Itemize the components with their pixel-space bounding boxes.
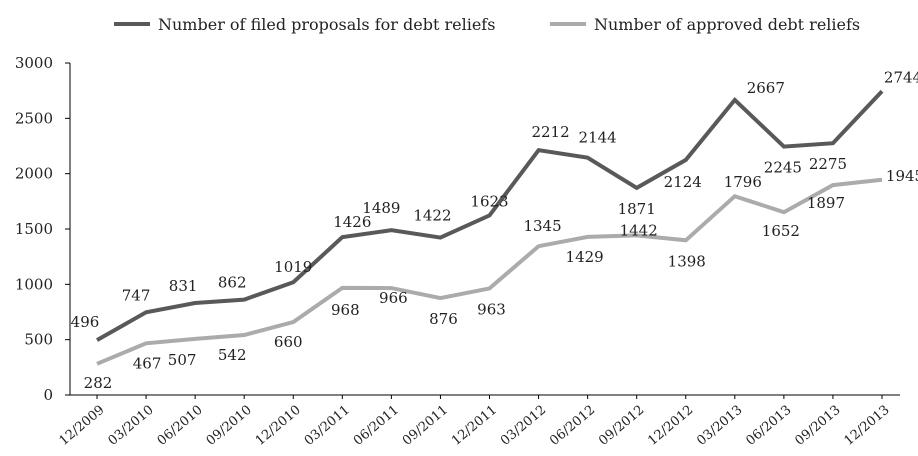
x-tick-label: 03/2010 [106, 403, 157, 449]
data-label-filed: 1623 [470, 192, 508, 210]
data-label-approved: 966 [379, 289, 408, 307]
x-tick-label: 06/2011 [351, 403, 402, 449]
data-label-filed: 496 [71, 313, 100, 331]
x-tick-label: 03/2011 [302, 403, 353, 449]
x-tick-label: 12/2013 [842, 403, 893, 449]
data-label-filed: 2275 [809, 155, 847, 173]
x-tick-label: 09/2012 [596, 403, 647, 449]
y-tick-label: 500 [24, 331, 53, 349]
data-label-approved: 660 [274, 333, 303, 351]
data-label-approved: 467 [133, 354, 162, 372]
data-label-approved: 542 [218, 346, 247, 364]
data-label-filed: 2744 [884, 68, 918, 86]
data-label-filed: 862 [218, 274, 247, 292]
data-label-approved: 1897 [807, 194, 845, 212]
y-tick-label: 1500 [15, 220, 53, 238]
y-tick-label: 1000 [15, 275, 53, 293]
data-label-approved: 1429 [566, 248, 604, 266]
data-label-filed: 2667 [747, 79, 785, 97]
data-label-approved: 1442 [620, 221, 658, 239]
y-tick-label: 2000 [15, 165, 53, 183]
x-tick-label: 12/2009 [57, 403, 108, 449]
data-label-filed: 831 [169, 277, 198, 295]
data-label-filed: 1019 [274, 258, 312, 276]
series-layer [96, 89, 884, 366]
data-label-filed: 1422 [413, 207, 451, 225]
x-tick-label: 12/2011 [449, 403, 500, 449]
data-label-approved: 282 [84, 374, 113, 392]
x-tick-label: 12/2012 [645, 403, 696, 449]
y-axis-ticks: 0 500 1000 1500 2000 2500 3000 [15, 54, 70, 404]
data-label-filed: 747 [122, 286, 151, 304]
y-tick-label: 0 [43, 386, 53, 404]
y-tick-label: 2500 [15, 109, 53, 127]
data-label-approved: 1398 [668, 252, 706, 270]
data-label-approved: 1945 [886, 167, 918, 185]
data-label-filed: 2212 [531, 123, 569, 141]
data-label-filed: 2124 [664, 173, 702, 191]
x-tick-label: 09/2010 [204, 403, 255, 449]
legend-label-filed: Number of filed proposals for debt relie… [158, 15, 495, 34]
y-tick-label: 3000 [15, 54, 53, 72]
x-tick-label: 06/2012 [547, 403, 598, 449]
x-tick-label: 09/2011 [400, 403, 451, 449]
data-label-filed: 1426 [333, 213, 371, 231]
data-label-filed: 2144 [579, 129, 617, 147]
data-label-filed: 2245 [764, 159, 802, 177]
x-tick-label: 09/2013 [792, 403, 843, 449]
data-label-approved: 1652 [762, 222, 800, 240]
data-label-approved: 876 [429, 310, 458, 328]
data-label-filed: 1489 [362, 199, 400, 217]
x-tick-label: 06/2010 [155, 403, 206, 449]
x-tick-label: 06/2013 [743, 403, 794, 449]
data-label-filed: 1871 [618, 200, 656, 218]
x-axis-ticks: 12/200903/201006/201009/201012/201003/20… [57, 395, 893, 449]
data-label-approved: 963 [477, 300, 506, 318]
data-label-approved: 968 [331, 301, 360, 319]
x-tick-label: 03/2012 [498, 403, 549, 449]
data-label-approved: 1796 [724, 173, 762, 191]
x-tick-label: 12/2010 [253, 403, 304, 449]
legend-label-approved: Number of approved debt reliefs [594, 15, 860, 34]
legend: Number of filed proposals for debt relie… [114, 15, 860, 34]
data-label-approved: 507 [168, 351, 197, 369]
x-tick-label: 03/2013 [694, 403, 745, 449]
data-label-approved: 1345 [523, 217, 561, 235]
